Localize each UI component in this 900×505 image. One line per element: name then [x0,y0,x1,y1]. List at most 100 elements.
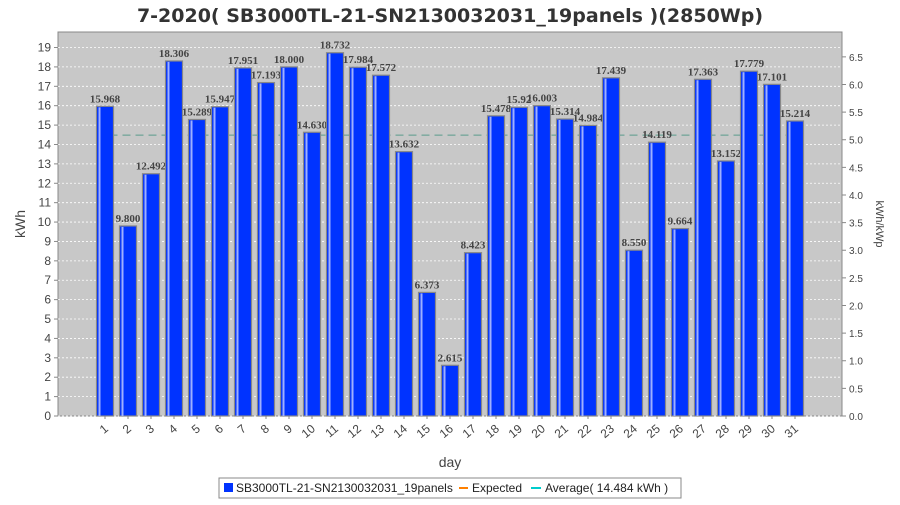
bar-highlight [512,108,515,417]
x-tick-label: 19 [506,421,525,441]
data-label: 17.779 [734,58,765,70]
y-tick-label: 0 [44,409,51,423]
bar-highlight [98,107,101,417]
data-label: 18.732 [320,40,351,52]
bar-highlight [351,68,354,416]
data-label: 17.984 [343,54,374,66]
y-tick-label: 9 [44,234,51,248]
data-label: 18.306 [159,48,190,60]
bar-highlight [742,72,745,416]
legend-label-average: Average( 14.484 kWh ) [545,481,668,495]
y2-axis-label: kWh/kWp [873,200,885,247]
x-tick-label: 17 [460,421,479,441]
y-tick-label: 11 [39,196,52,210]
y2-tick-label: 5.0 [849,136,863,147]
y-tick-label: 12 [38,176,52,190]
x-tick-label: 21 [552,421,571,441]
x-tick-label: 16 [437,421,456,441]
y2-tick-label: 6.5 [849,53,863,64]
chart-title: 7-2020( SB3000TL-21-SN2130032031_19panel… [137,5,763,27]
data-label: 8.550 [622,237,647,249]
data-label: 17.572 [366,62,397,74]
data-label: 17.193 [251,70,282,82]
y2-tick-label: 2.5 [849,274,863,285]
bar-highlight [581,126,584,416]
y2-tick-label: 0.0 [849,412,863,423]
x-tick-label: 3 [143,421,157,436]
bar-highlight [305,133,308,416]
x-tick-label: 10 [299,421,318,441]
y-tick-label: 7 [44,273,51,287]
y-tick-label: 13 [38,157,52,171]
y2-tick-label: 3.5 [849,219,863,230]
data-label: 6.373 [415,279,440,291]
y-tick-label: 16 [38,99,52,113]
bar-highlight [190,120,193,417]
x-tick-label: 7 [235,421,249,436]
y-tick-label: 17 [38,79,52,93]
x-tick-label: 2 [120,421,134,436]
data-label: 17.439 [596,65,627,77]
bar-highlight [696,80,699,416]
y2-tick-label: 4.5 [849,163,863,174]
legend-label-expected: Expected [472,481,522,495]
x-tick-label: 29 [736,421,755,441]
x-tick-label: 11 [322,421,341,440]
data-label: 8.423 [461,240,486,252]
bar-highlight [535,106,538,416]
bar-highlight [420,293,423,416]
bar-highlight [374,76,377,417]
y2-tick-label: 1.5 [849,329,863,340]
data-label: 18.000 [274,54,305,66]
y2-tick-label: 1.0 [849,357,863,368]
x-tick-label: 31 [782,421,801,441]
x-axis-label: day [439,454,462,470]
bar-highlight [466,253,469,416]
bar-highlight [213,107,216,416]
data-label: 13.632 [389,139,420,151]
bar-highlight [443,366,446,416]
x-tick-label: 18 [483,421,502,441]
y2-tick-label: 2.0 [849,301,863,312]
bar-highlight [167,61,170,416]
x-tick-label: 30 [759,421,778,441]
data-label: 14.119 [642,129,672,141]
x-tick-label: 4 [166,421,180,436]
x-tick-label: 25 [644,421,663,441]
y-tick-label: 19 [38,41,52,55]
x-tick-label: 22 [575,421,594,441]
data-label: 9.664 [668,216,693,228]
bar-highlight [627,251,630,416]
y-tick-label: 5 [44,312,51,326]
y-tick-label: 14 [38,137,52,151]
bar-highlight [765,85,768,417]
y2-tick-label: 6.0 [849,80,863,91]
bar-highlight [604,78,607,416]
data-label: 15.968 [90,93,121,105]
x-tick-label: 20 [529,421,548,441]
y-tick-label: 18 [38,60,52,74]
data-label: 12.492 [136,161,167,173]
x-tick-label: 27 [690,421,709,441]
bar-highlight [328,53,331,416]
data-label: 13.152 [711,148,742,160]
y-tick-label: 10 [38,215,52,229]
x-tick-label: 6 [212,421,226,436]
bar-highlight [650,143,653,416]
data-label: 15.947 [205,94,236,106]
y-tick-label: 4 [44,331,51,345]
bar-highlight [144,174,147,416]
y2-tick-label: 3.0 [849,246,863,257]
bar-highlight [282,67,285,416]
bar-highlight [719,161,722,416]
x-tick-label: 28 [713,421,732,441]
y2-tick-label: 0.5 [849,384,863,395]
legend [218,477,682,499]
y2-tick-label: 5.5 [849,108,863,119]
x-tick-label: 13 [368,421,387,441]
bar-highlight [259,83,262,416]
x-tick-label: 26 [667,421,686,441]
y2-tick-label: 4.0 [849,191,863,202]
bar-highlight [788,121,791,416]
